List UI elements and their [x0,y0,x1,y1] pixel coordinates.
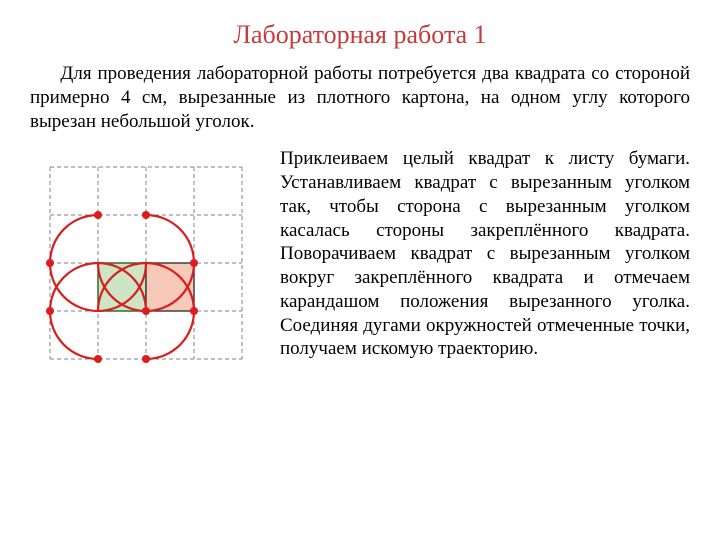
page-title: Лабораторная работа 1 [30,20,690,50]
content-row: Приклеиваем целый квадрат к листу бумаги… [30,147,690,377]
figure [30,147,260,377]
body-paragraph: Приклеиваем целый квадрат к листу бумаги… [280,147,690,361]
figure-svg [30,147,260,377]
intro-paragraph: Для проведения лабораторной работы потре… [30,62,690,133]
